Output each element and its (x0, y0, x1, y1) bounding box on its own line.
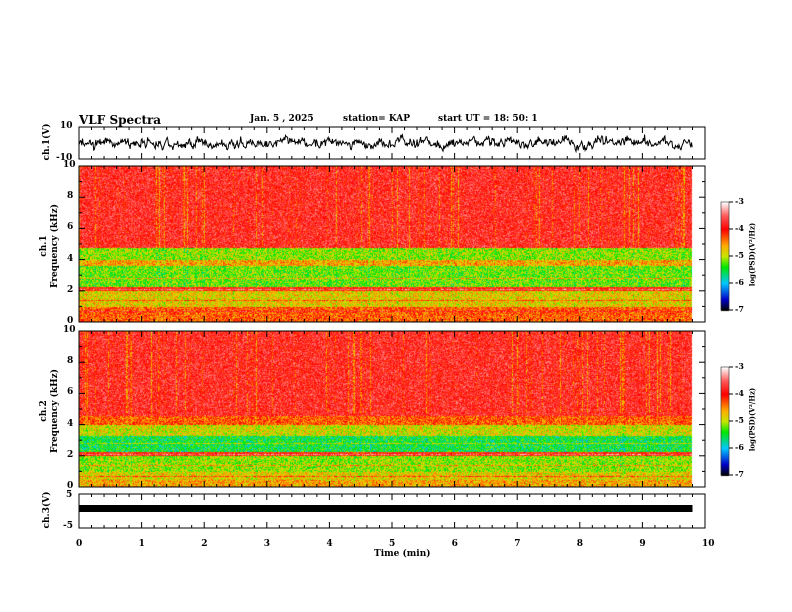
ch3-ytick-top: 5 (66, 490, 73, 500)
spec-ytick-label: 4 (67, 418, 74, 429)
colorbar-tick-label: -7 (735, 469, 744, 479)
x-tick-label: 9 (639, 539, 646, 549)
ch1-ytick-top: 10 (60, 121, 73, 131)
colorbar-tick-label: -5 (735, 250, 744, 260)
x-tick-label: 1 (138, 539, 145, 549)
ch3-waveform-line (79, 505, 693, 512)
colorbar-label: log(PSD)(V²/Hz) (747, 222, 757, 287)
colorbar-tick-label: -4 (735, 388, 744, 398)
spec-ytick-label: 6 (67, 387, 74, 398)
x-tick-label: 10 (702, 539, 715, 549)
colorbar (720, 201, 730, 311)
spec-ytick-label: 4 (67, 253, 74, 264)
ch1-waveform-line (78, 133, 693, 154)
ch1-ytick-bottom: -10 (56, 153, 73, 163)
colorbar-tick-label: -3 (735, 361, 744, 371)
colorbar-tick-label: -6 (735, 277, 744, 287)
spec1-ylabel: ch.1 Frequency (kHz) (39, 204, 60, 289)
colorbar-tick-label: -5 (735, 415, 744, 425)
figure-title: VLF Spectra (79, 113, 162, 127)
ch3-ylabel: ch.3(V) (42, 491, 52, 529)
x-tick-label: 8 (576, 539, 584, 549)
x-axis-label: Time (min) (374, 549, 431, 559)
colorbar-tick-label: -4 (735, 223, 744, 233)
colorbar-tick-label: -6 (735, 442, 744, 452)
x-tick-label: 7 (514, 539, 521, 549)
station-label: station= KAP (343, 114, 411, 124)
x-tick-label: 3 (263, 539, 271, 549)
spec-ytick-label: 0 (67, 481, 74, 491)
panel-frame (78, 165, 706, 323)
spec-ytick-label: 6 (67, 222, 74, 233)
colorbar (720, 366, 730, 476)
x-tick-label: 5 (389, 539, 396, 549)
colorbar-tick-label: -7 (735, 304, 744, 314)
spec-ytick-label: 8 (67, 356, 74, 367)
spec2-ylabel: ch.2 Frequency (kHz) (39, 369, 60, 454)
ch3-ytick-bottom: -5 (63, 521, 73, 531)
spec-ytick-label: 2 (67, 449, 74, 460)
colorbar-tick-label: -3 (735, 196, 744, 206)
ch1-ylabel: ch.1(V) (42, 123, 52, 161)
x-tick-label: 0 (76, 539, 83, 549)
spec-ytick-label: 0 (67, 316, 74, 326)
x-tick-label: 4 (326, 539, 333, 549)
spec-ytick-label: 10 (63, 160, 76, 170)
start-time-label: start UT = 18: 50: 1 (438, 114, 538, 124)
spec-ytick-label: 8 (67, 191, 74, 202)
spec-ytick-label: 10 (63, 325, 76, 335)
colorbar-label: log(PSD)(V²/Hz) (747, 387, 757, 452)
x-tick-label: 2 (201, 539, 208, 549)
panel-frame (78, 330, 706, 488)
spec-ytick-label: 2 (67, 284, 74, 295)
x-tick-label: 6 (451, 539, 458, 549)
date-label: Jan. 5 , 2025 (250, 114, 314, 124)
